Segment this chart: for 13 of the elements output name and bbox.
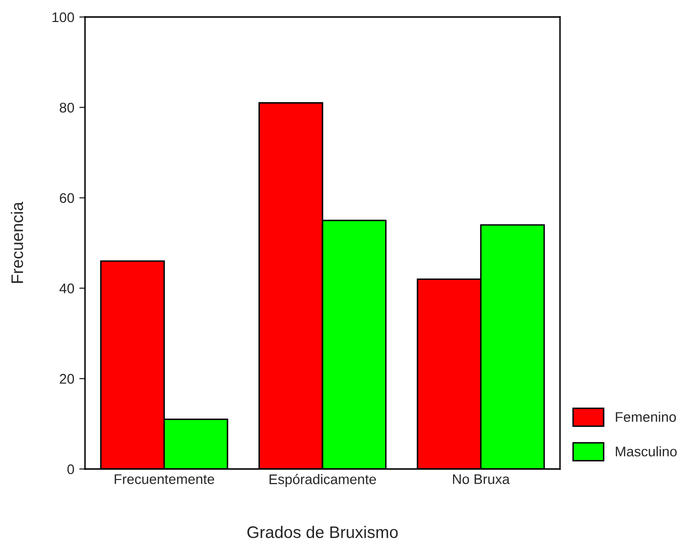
y-tick-label: 100 xyxy=(52,12,74,22)
y-axis-title: Frecuencia xyxy=(10,202,24,283)
y-tick-label: 80 xyxy=(60,102,74,113)
x-axis-title: Grados de Bruxismo xyxy=(247,526,398,538)
x-tick-label: Frecuentemente xyxy=(114,474,214,484)
legend-label: Femenino xyxy=(616,412,676,422)
y-tick-label: 20 xyxy=(60,374,74,384)
y-tick-label: 60 xyxy=(60,193,74,203)
x-tick-label: No Bruxa xyxy=(453,474,510,484)
legend-label: Masculino xyxy=(616,446,677,456)
x-tick-label: Espóradicamente xyxy=(270,474,376,487)
y-tick-label: 40 xyxy=(59,284,74,294)
y-tick-label: 0 xyxy=(67,464,74,474)
